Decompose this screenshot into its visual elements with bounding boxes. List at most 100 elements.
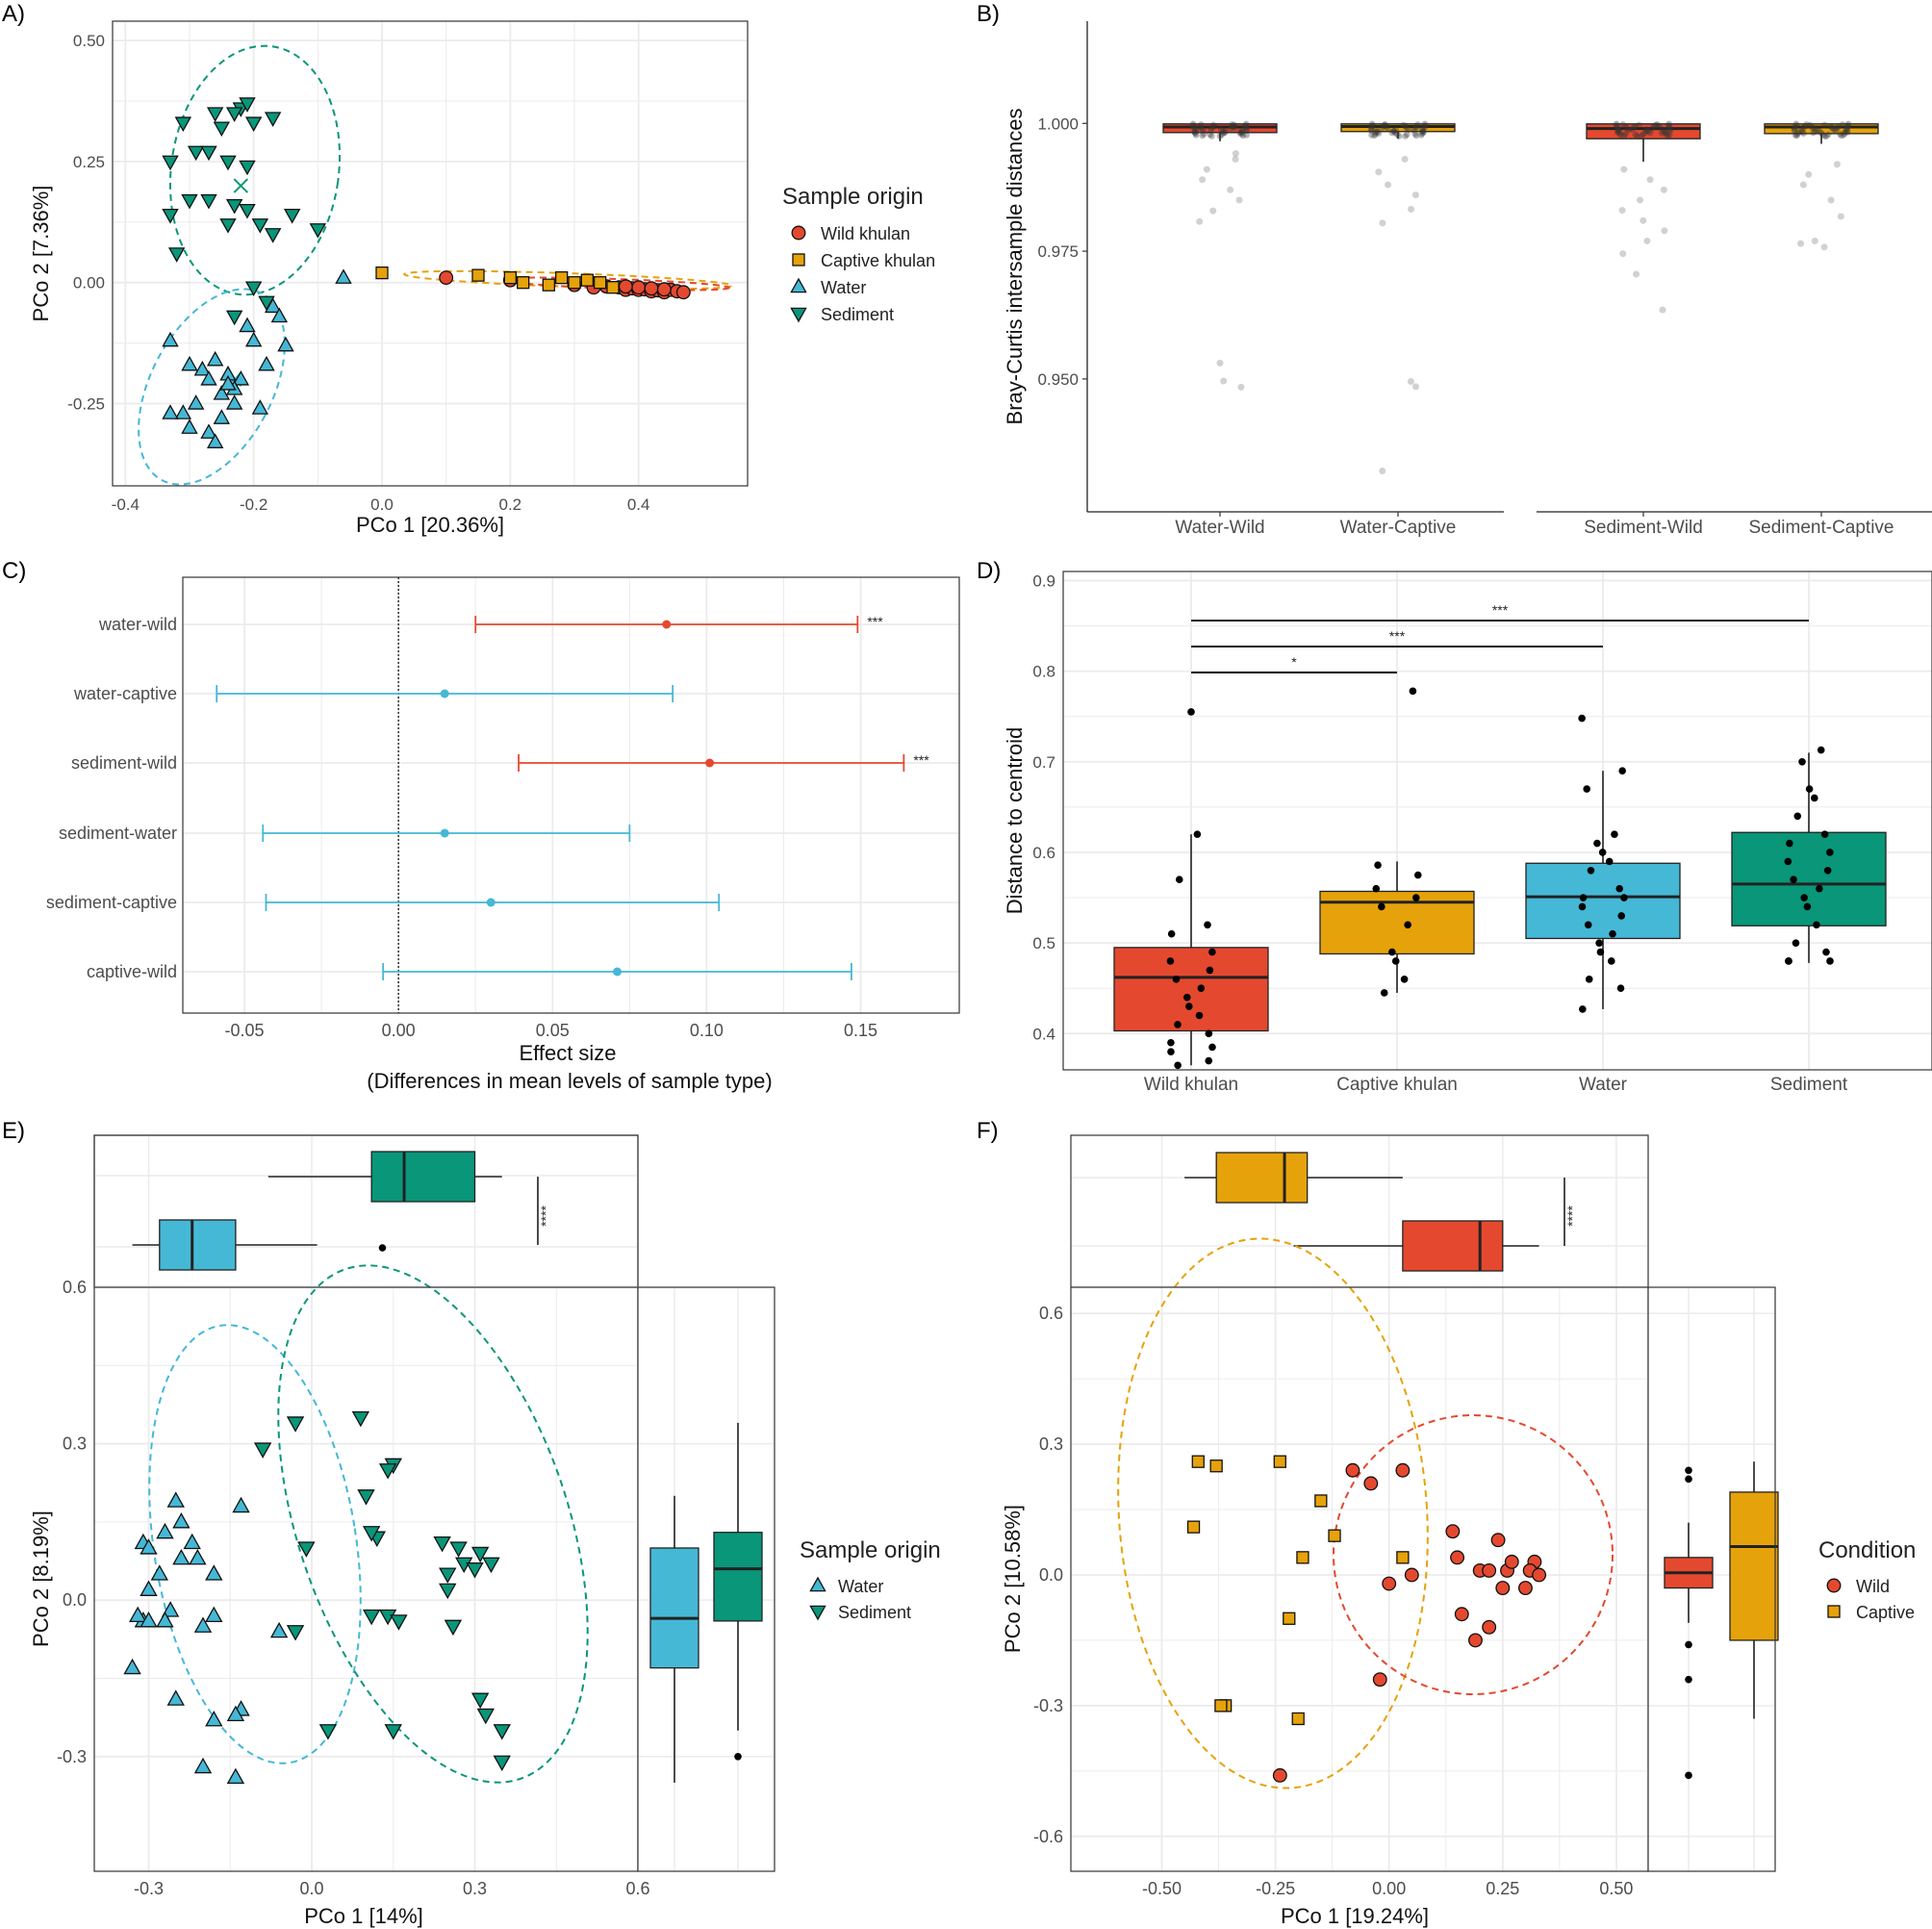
- data-point: [1167, 1038, 1175, 1047]
- jitter-point: [1392, 129, 1399, 137]
- point-captive: [471, 268, 485, 282]
- jitter-point: [1373, 129, 1380, 136]
- jitter-point: [1401, 122, 1409, 130]
- outlier-point: [734, 1752, 742, 1761]
- y-tick-label: 0.8: [1032, 663, 1055, 681]
- x-tick-label: Sediment-Wild: [1584, 518, 1703, 538]
- legend-label: Captive khulan: [821, 251, 935, 270]
- box-Wild khulan: [1113, 947, 1269, 1032]
- jitter-point: [1652, 121, 1660, 129]
- jitter-point: [1369, 122, 1376, 129]
- x-tick-label: 0.50: [1599, 1879, 1633, 1898]
- jitter-point: [1655, 122, 1663, 130]
- jitter-point: [1657, 124, 1664, 132]
- wild-ellipse: [501, 276, 730, 292]
- x-tick-label: Sediment-Captive: [1748, 518, 1894, 538]
- legend-label: Captive: [1856, 1603, 1915, 1622]
- jitter-point: [1819, 131, 1826, 139]
- point-wild: [1490, 1533, 1506, 1548]
- x-tick-label: 0.2: [499, 495, 522, 514]
- data-point: [1378, 902, 1385, 911]
- point-captive: [1396, 1551, 1410, 1564]
- point-captive: [555, 271, 569, 285]
- x-tick-label: Water-Captive: [1340, 518, 1457, 538]
- jitter-point: [1373, 126, 1380, 134]
- data-point: [1618, 767, 1627, 774]
- point-wild: [1482, 1562, 1497, 1578]
- jitter-point: [1231, 121, 1238, 129]
- jitter-point: [1664, 132, 1671, 140]
- point-wild: [1517, 1581, 1533, 1596]
- jitter-point: [1421, 120, 1429, 128]
- jitter-point: [1640, 131, 1646, 139]
- panel-background: [113, 21, 748, 486]
- jitter-point: [1411, 130, 1418, 138]
- jitter-point: [1665, 132, 1673, 139]
- y-axis-title: PCo 2 [7.36%]: [29, 186, 53, 322]
- point-sediment: [187, 145, 205, 162]
- jitter-point: [1615, 128, 1622, 136]
- point-water: [172, 1512, 191, 1529]
- data-point: [1620, 894, 1628, 901]
- box-Water: [1525, 862, 1681, 940]
- point-wild: [1382, 1576, 1397, 1591]
- significance-label: ***: [913, 752, 929, 768]
- jitter-point: [1210, 122, 1218, 130]
- panel-background: [183, 577, 959, 1013]
- point-sediment: [206, 107, 224, 122]
- data-point: [1786, 839, 1793, 848]
- jitter-point: [1630, 124, 1638, 132]
- estimate-point: [486, 898, 496, 907]
- outlier-point: [1659, 306, 1666, 314]
- point-sediment: [200, 145, 217, 162]
- top-box-captive: [1215, 1152, 1309, 1204]
- panel-e: **** -0.3 0.0 0.3 0.6 -0.3 0.0 0.3 0.6 PCo 1 [14%…: [2, 1118, 941, 1928]
- outlier-point: [1379, 468, 1386, 474]
- jitter-point: [1375, 130, 1383, 137]
- jitter-point: [1613, 122, 1620, 129]
- point-water: [226, 1705, 245, 1722]
- jitter-point: [1403, 124, 1411, 132]
- data-point: [1792, 939, 1800, 947]
- captive-ellipse: [1117, 1237, 1429, 1789]
- water-ellipse: [148, 1324, 362, 1764]
- y-tick-label: 0.6: [63, 1278, 87, 1297]
- jitter-point: [1634, 133, 1640, 140]
- outlier-point: [1660, 186, 1667, 193]
- data-point: [1184, 1003, 1193, 1010]
- point-sediment: [181, 193, 198, 210]
- x-axis-title: PCo 1 [20.36%]: [356, 513, 504, 537]
- legend-label: Sediment: [821, 305, 894, 324]
- point-sediment: [433, 1536, 451, 1553]
- estimate-point: [662, 620, 672, 629]
- data-point: [1206, 966, 1214, 975]
- jitter-point: [1614, 127, 1622, 135]
- x-tick-label: Wild khulan: [1144, 1075, 1238, 1095]
- point-captive: [1186, 1520, 1201, 1534]
- bracket-label: ***: [1492, 602, 1509, 618]
- point-water: [232, 1496, 250, 1513]
- data-point: [1374, 861, 1382, 869]
- jitter-point: [1641, 129, 1648, 137]
- jitter-point: [1806, 121, 1814, 129]
- y-axis-title: PCo 2 [8.19%]: [29, 1510, 53, 1647]
- jitter-point: [1200, 130, 1208, 138]
- point-water: [140, 1580, 158, 1596]
- point-wild: [1345, 1462, 1360, 1478]
- outlier-point: [1619, 250, 1627, 258]
- point-water: [193, 360, 212, 376]
- jitter-point: [1791, 125, 1798, 133]
- jitter-point: [1242, 122, 1250, 129]
- y-tick-label: -0.6: [1033, 1827, 1063, 1846]
- data-point: [1174, 1061, 1182, 1070]
- top-margin-panel: [1071, 1135, 1648, 1287]
- data-point: [1579, 894, 1588, 901]
- jitter-point: [1619, 121, 1627, 128]
- jitter-point: [1230, 122, 1237, 130]
- data-point: [1615, 884, 1624, 893]
- data-point: [1167, 1048, 1175, 1055]
- point-water: [269, 1621, 289, 1638]
- jitter-point: [1378, 124, 1385, 132]
- point-wild: [1272, 1767, 1287, 1783]
